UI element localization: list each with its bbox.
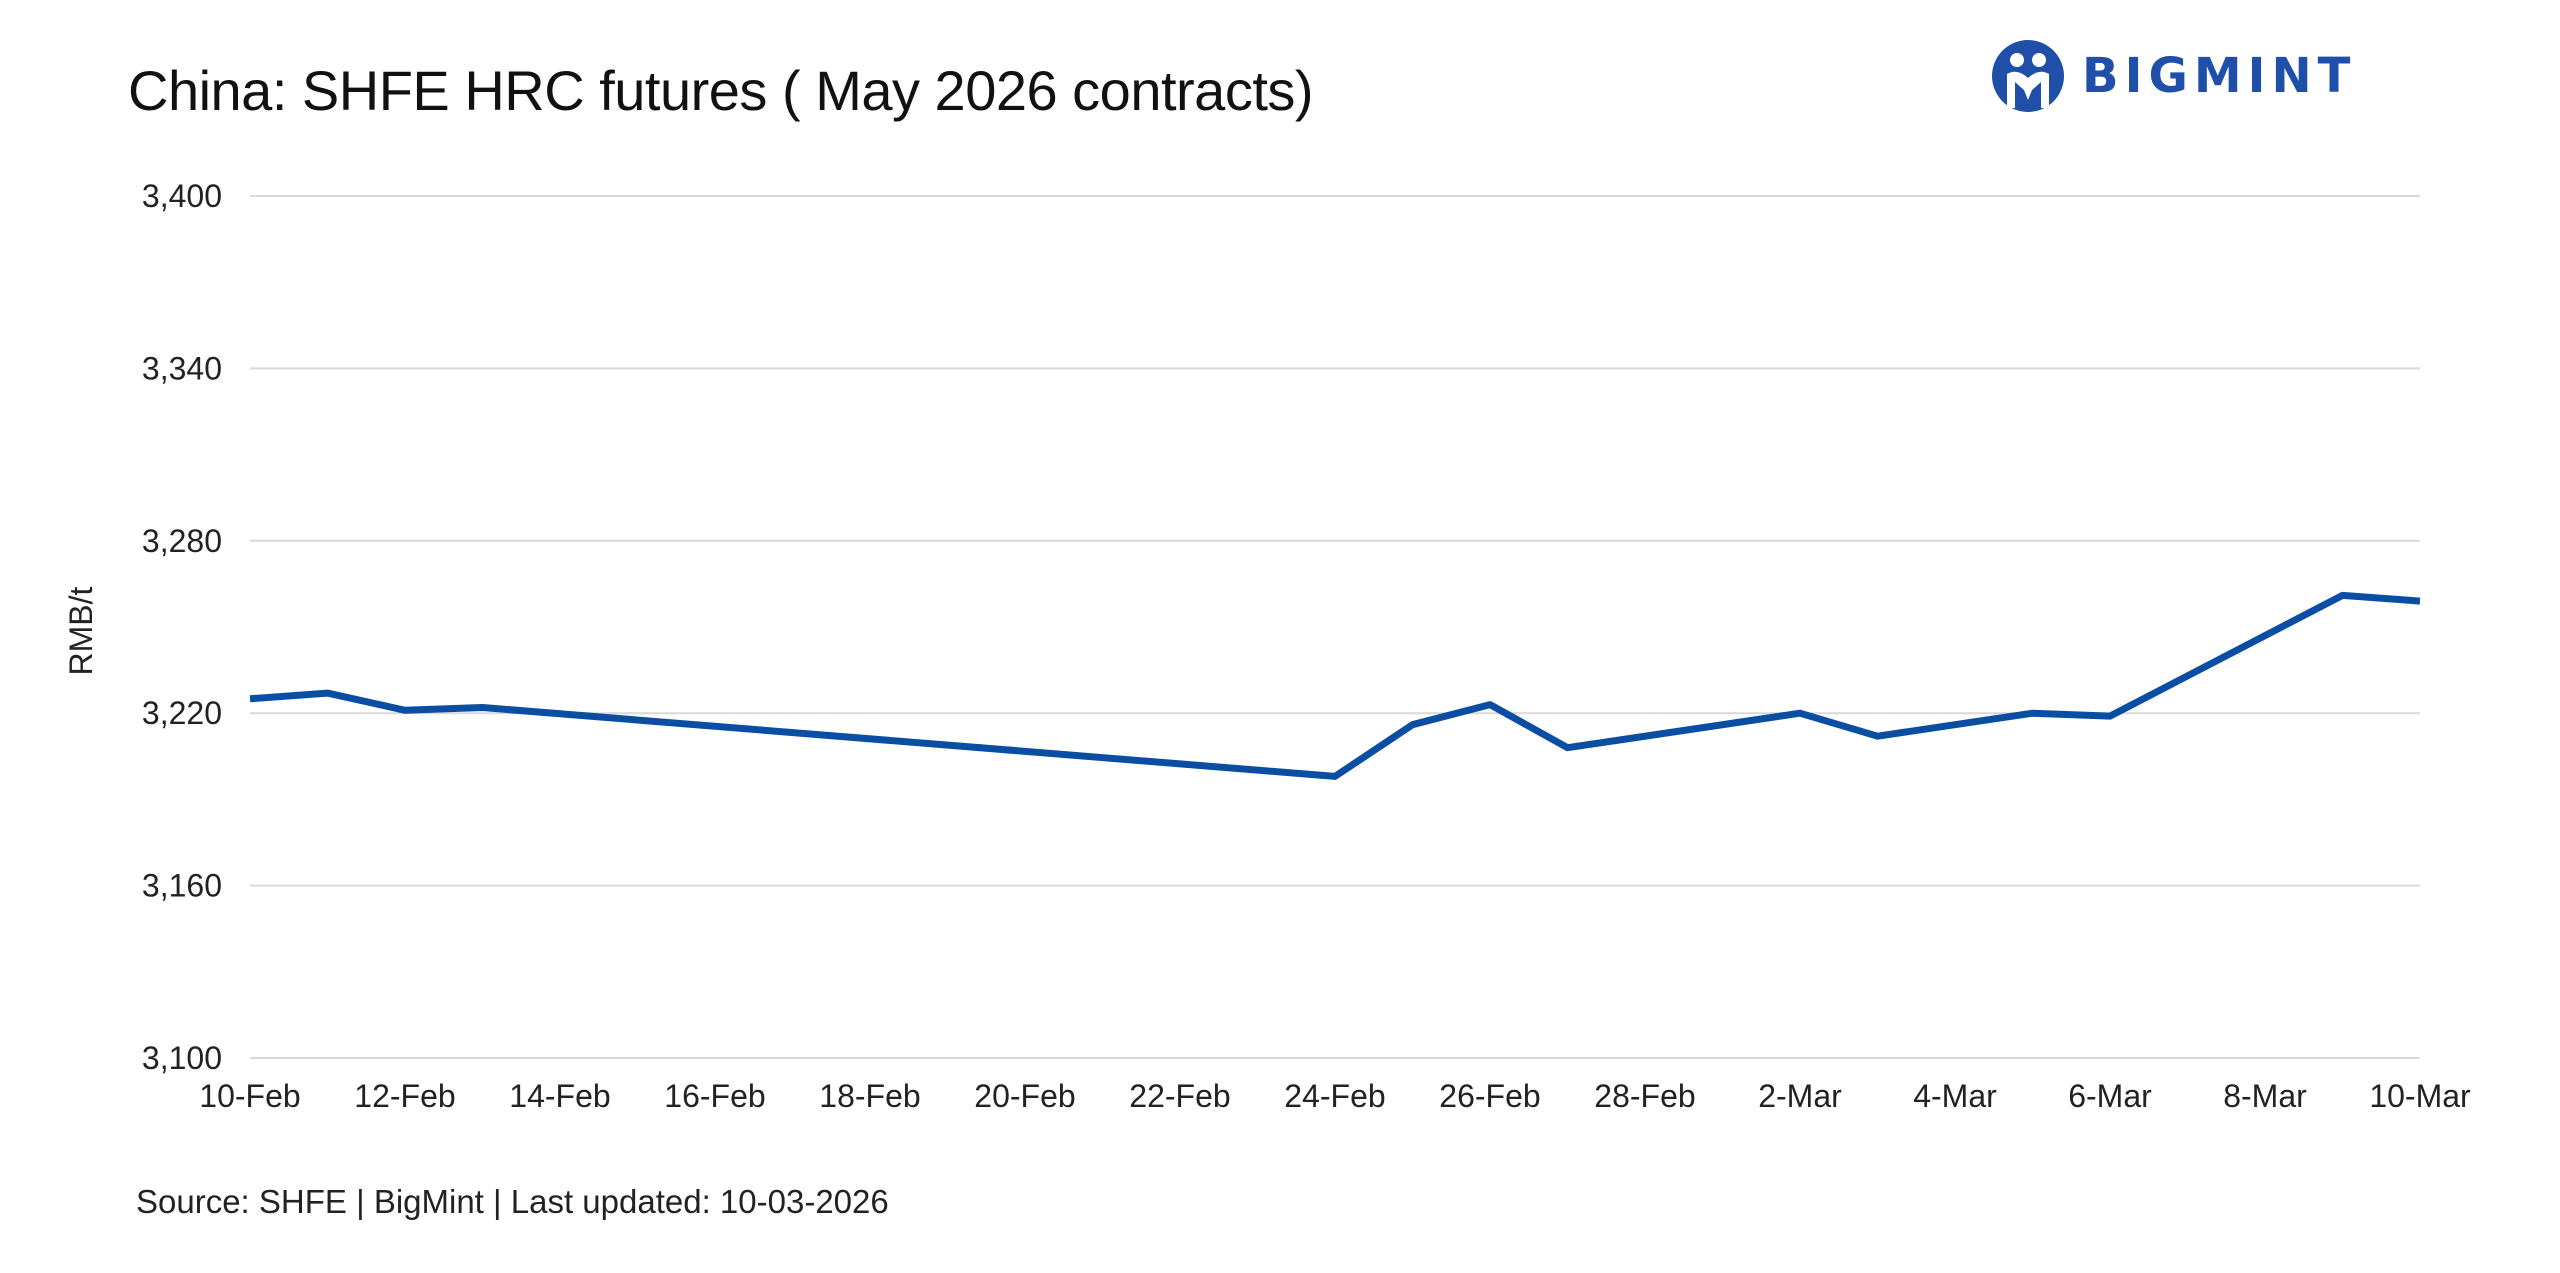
- logo-text: BIGMINT: [2082, 48, 2357, 104]
- bigmint-logo-icon: [1992, 40, 2064, 112]
- data-point: [247, 696, 253, 702]
- x-tick-label: 20-Feb: [974, 1078, 1075, 1114]
- data-point: [1487, 702, 1493, 708]
- data-point: [1332, 773, 1338, 779]
- x-axis-ticks: 10-Feb 12-Feb 14-Feb 16-Feb 18-Feb 20-Feb 22-F…: [199, 1078, 2471, 1114]
- data-point: [1565, 745, 1571, 751]
- data-point: [1797, 710, 1803, 716]
- series-line: [249, 591, 2421, 780]
- data-point: [1410, 722, 1416, 728]
- source-note: Source: SHFE | BigMint | Last updated: 1…: [136, 1183, 889, 1220]
- data-point: [480, 704, 486, 710]
- x-tick-label: 2-Mar: [1758, 1078, 1842, 1114]
- y-axis-ticks: 3,100 3,160 3,220 3,280 3,340 3,400: [142, 178, 222, 1076]
- series-group: [247, 591, 2423, 780]
- x-tick-label: 10-Feb: [199, 1078, 300, 1114]
- gridlines: [250, 195, 2420, 1059]
- data-point: [402, 707, 408, 713]
- x-tick-label: 16-Feb: [664, 1078, 765, 1114]
- data-point: [1875, 733, 1881, 739]
- y-tick-label: 3,280: [142, 523, 222, 559]
- data-point: [1952, 722, 1958, 728]
- y-tick-label: 3,220: [142, 695, 222, 731]
- data-point: [325, 690, 331, 696]
- x-tick-label: 18-Feb: [819, 1078, 920, 1114]
- chart-title: China: SHFE HRC futures ( May 2026 contr…: [128, 59, 1314, 122]
- y-tick-label: 3,400: [142, 178, 222, 214]
- y-tick-label: 3,100: [142, 1040, 222, 1076]
- y-tick-label: 3,160: [142, 868, 222, 904]
- x-tick-label: 6-Mar: [2068, 1078, 2152, 1114]
- data-point: [2030, 710, 2036, 716]
- data-point: [2417, 598, 2423, 604]
- y-axis-label: RMB/t: [63, 586, 99, 675]
- data-point: [2340, 592, 2346, 598]
- data-point: [2107, 713, 2113, 719]
- x-tick-label: 24-Feb: [1284, 1078, 1385, 1114]
- y-tick-label: 3,340: [142, 350, 222, 386]
- x-tick-label: 8-Mar: [2223, 1078, 2307, 1114]
- bigmint-logo: BIGMINT: [1988, 38, 2356, 114]
- x-tick-label: 4-Mar: [1913, 1078, 1997, 1114]
- x-tick-label: 22-Feb: [1129, 1078, 1230, 1114]
- x-tick-label: 14-Feb: [509, 1078, 610, 1114]
- x-tick-label: 26-Feb: [1439, 1078, 1540, 1114]
- x-tick-label: 10-Mar: [2369, 1078, 2471, 1114]
- x-tick-label: 12-Feb: [354, 1078, 455, 1114]
- x-tick-label: 28-Feb: [1594, 1078, 1695, 1114]
